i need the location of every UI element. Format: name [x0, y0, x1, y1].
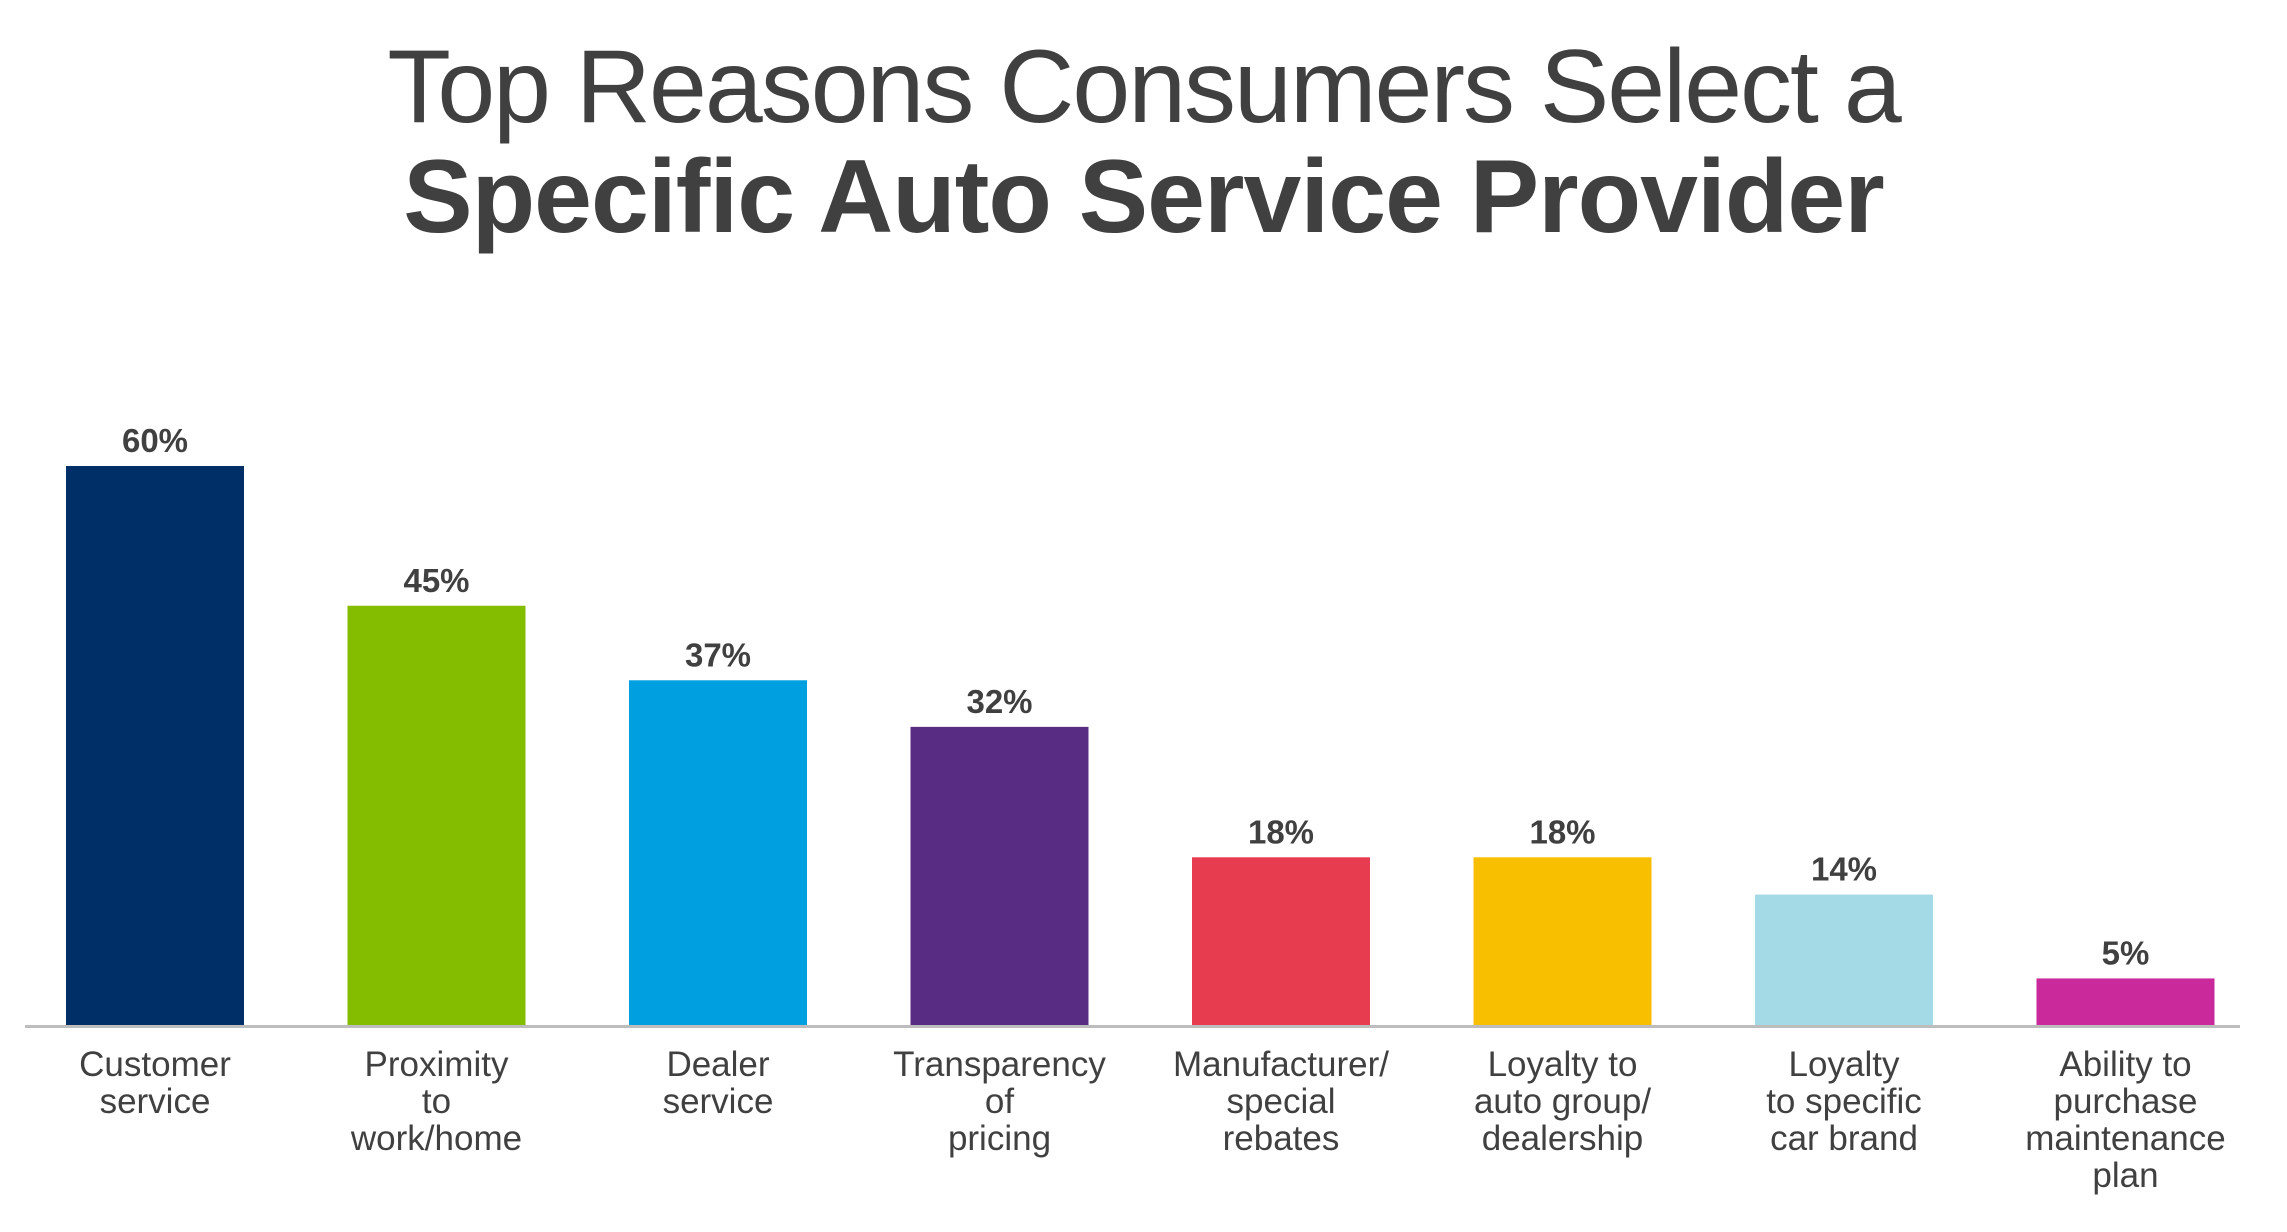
category-label: special [1227, 1082, 1336, 1121]
data-label: 14% [1811, 851, 1877, 888]
category-label: car brand [1770, 1119, 1918, 1158]
category-label: to [422, 1082, 451, 1121]
bar [66, 466, 244, 1025]
category-label: to specific [1766, 1082, 1922, 1121]
bar [1473, 857, 1652, 1025]
category-label: Ability to [2059, 1045, 2191, 1084]
data-label: 18% [1529, 813, 1595, 850]
data-label: 37% [685, 636, 751, 673]
category-label: pricing [948, 1119, 1051, 1158]
category-label: Proximity [365, 1045, 509, 1084]
category-label: Loyalty to [1488, 1045, 1638, 1084]
category-label: of [985, 1082, 1014, 1121]
category-label: Loyalty [1789, 1045, 1900, 1084]
data-label: 5% [2102, 934, 2150, 971]
data-label: 60% [122, 422, 188, 459]
category-label: plan [2092, 1156, 2158, 1195]
chart-title-line-2: Specific Auto Service Provider [403, 139, 1885, 255]
bar [910, 726, 1089, 1025]
bar [1192, 857, 1370, 1025]
category-label: service [663, 1082, 774, 1121]
bar [2036, 978, 2215, 1025]
category-label: Manufacturer/ [1173, 1045, 1389, 1084]
category-label: Dealer [666, 1045, 769, 1084]
bar [1755, 894, 1933, 1025]
category-label: Customer [79, 1045, 231, 1084]
data-label: 45% [403, 562, 469, 599]
data-label: 32% [966, 683, 1032, 720]
bar [629, 680, 807, 1025]
category-label: Transparency [893, 1045, 1106, 1084]
category-label: auto group/ [1474, 1082, 1651, 1121]
category-label: purchase [2054, 1082, 2198, 1121]
category-label: work/home [350, 1119, 522, 1158]
category-label: service [100, 1082, 211, 1121]
data-label: 18% [1248, 813, 1314, 850]
bar [347, 605, 526, 1025]
category-label: maintenance [2025, 1119, 2225, 1158]
category-label: dealership [1482, 1119, 1644, 1158]
chart-title-line-1: Top Reasons Consumers Select a [387, 29, 1901, 145]
category-label: rebates [1223, 1119, 1340, 1158]
